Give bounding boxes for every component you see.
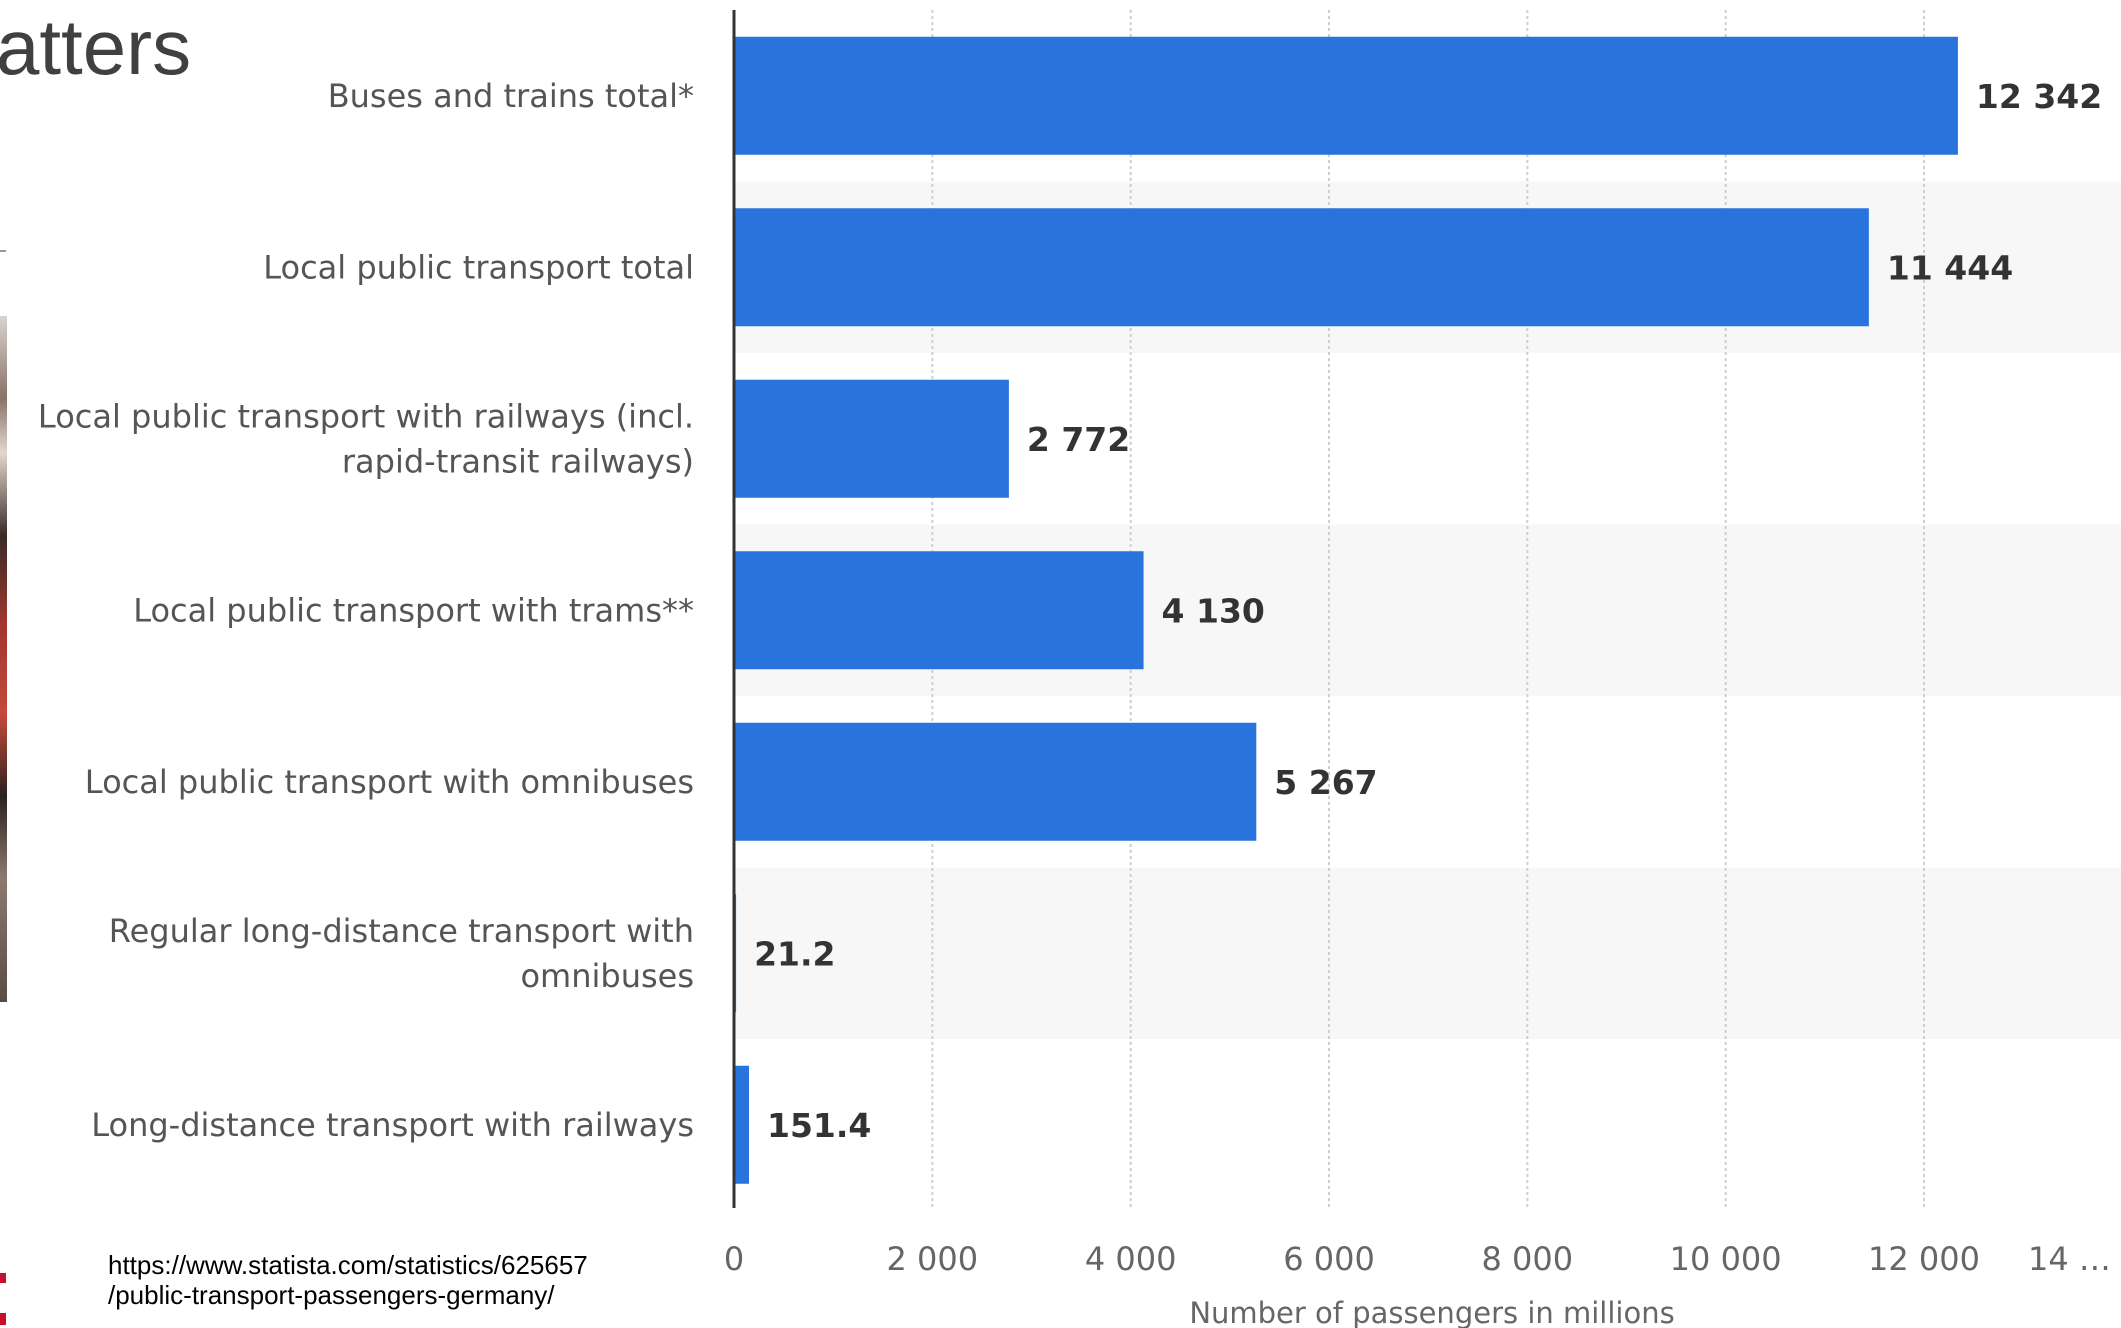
x-axis-title: Number of passengers in millions	[1189, 1296, 1674, 1328]
source-url-line: /public-transport-passengers-germany/	[108, 1280, 555, 1310]
accent-mark	[0, 1313, 6, 1325]
row-band	[734, 867, 2121, 1039]
bar	[734, 208, 1869, 327]
bar	[734, 379, 1009, 498]
slide-title: atters	[0, 3, 192, 91]
tick-label: 0	[724, 1240, 744, 1278]
source-url[interactable]: https://www.statista.com/statistics/6256…	[108, 1250, 588, 1310]
tick-label: 2 000	[887, 1240, 979, 1278]
tick-label: 10 000	[1670, 1240, 1782, 1278]
tick-label: 8 000	[1482, 1240, 1574, 1278]
bar	[734, 36, 1958, 155]
value-label: 151.4	[767, 1106, 871, 1145]
tick-label: 14 …	[2028, 1240, 2111, 1278]
value-label: 5 267	[1274, 763, 1377, 802]
value-label: 21.2	[754, 934, 835, 973]
tick-label: 12 000	[1868, 1240, 1980, 1278]
value-label: 2 772	[1027, 420, 1130, 459]
category-label: Long-distance transport with railways	[91, 1106, 694, 1144]
title-rule	[0, 250, 6, 252]
bar	[734, 722, 1257, 841]
bar	[734, 1065, 750, 1184]
photo-strip	[0, 316, 7, 1002]
value-label: 12 342	[1976, 77, 2102, 116]
category-label: Local public transport with omnibuses	[85, 763, 694, 801]
tick-label: 4 000	[1085, 1240, 1177, 1278]
value-label: 4 130	[1162, 591, 1265, 630]
tick-label: 6 000	[1283, 1240, 1375, 1278]
bar	[734, 551, 1144, 670]
category-label: Regular long-distance transport with omni…	[109, 912, 694, 995]
accent-mark	[0, 1273, 6, 1283]
category-label: Buses and trains total*	[328, 77, 694, 115]
value-label: 11 444	[1887, 248, 2013, 287]
category-label: Local public transport with railways (in…	[38, 397, 694, 480]
category-label: Local public transport with trams**	[133, 591, 694, 629]
category-label: Local public transport total	[263, 248, 694, 286]
source-url-line: https://www.statista.com/statistics/6256…	[108, 1250, 588, 1280]
